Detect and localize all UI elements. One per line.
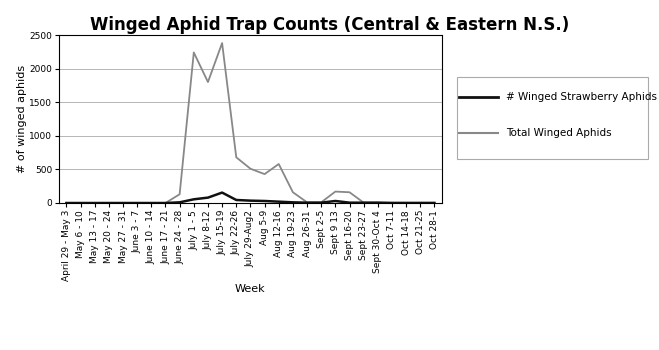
Text: # Winged Strawberry Aphids: # Winged Strawberry Aphids: [506, 92, 657, 102]
# Winged Strawberry Aphids: [133, 201, 141, 205]
Total Winged Aphids: [317, 200, 325, 204]
# Winged Strawberry Aphids: [233, 198, 241, 202]
Total Winged Aphids: [133, 201, 141, 205]
Total Winged Aphids: [76, 201, 84, 205]
Total Winged Aphids: [176, 192, 184, 196]
# Winged Strawberry Aphids: [246, 198, 254, 203]
Total Winged Aphids: [303, 200, 311, 204]
Text: Winged Aphid Trap Counts (Central & Eastern N.S.): Winged Aphid Trap Counts (Central & East…: [90, 15, 569, 34]
# Winged Strawberry Aphids: [176, 200, 184, 204]
X-axis label: Week: Week: [235, 284, 266, 294]
# Winged Strawberry Aphids: [289, 200, 297, 204]
# Winged Strawberry Aphids: [218, 190, 226, 195]
# Winged Strawberry Aphids: [303, 201, 311, 205]
# Winged Strawberry Aphids: [402, 201, 410, 205]
Total Winged Aphids: [161, 201, 169, 205]
Total Winged Aphids: [430, 201, 438, 205]
# Winged Strawberry Aphids: [161, 201, 169, 205]
Total Winged Aphids: [360, 201, 368, 205]
Total Winged Aphids: [204, 80, 212, 84]
Text: Total Winged Aphids: Total Winged Aphids: [506, 128, 612, 138]
Total Winged Aphids: [402, 201, 410, 205]
Total Winged Aphids: [148, 201, 156, 205]
# Winged Strawberry Aphids: [388, 201, 396, 205]
# Winged Strawberry Aphids: [91, 201, 99, 205]
Line: # Winged Strawberry Aphids: # Winged Strawberry Aphids: [67, 193, 434, 203]
# Winged Strawberry Aphids: [345, 201, 353, 205]
# Winged Strawberry Aphids: [119, 201, 127, 205]
Total Winged Aphids: [388, 201, 396, 205]
# Winged Strawberry Aphids: [360, 201, 368, 205]
# Winged Strawberry Aphids: [105, 201, 113, 205]
Line: Total Winged Aphids: Total Winged Aphids: [67, 43, 434, 203]
Total Winged Aphids: [246, 167, 254, 171]
Total Winged Aphids: [63, 201, 71, 205]
# Winged Strawberry Aphids: [204, 196, 212, 200]
Y-axis label: # of winged aphids: # of winged aphids: [16, 65, 26, 173]
# Winged Strawberry Aphids: [416, 201, 424, 205]
# Winged Strawberry Aphids: [76, 201, 84, 205]
Total Winged Aphids: [345, 190, 353, 194]
Total Winged Aphids: [416, 201, 424, 205]
# Winged Strawberry Aphids: [190, 197, 198, 201]
Total Winged Aphids: [190, 50, 198, 55]
# Winged Strawberry Aphids: [260, 199, 268, 203]
Total Winged Aphids: [289, 190, 297, 194]
# Winged Strawberry Aphids: [148, 201, 156, 205]
Total Winged Aphids: [233, 155, 241, 159]
Total Winged Aphids: [260, 172, 268, 176]
# Winged Strawberry Aphids: [63, 201, 71, 205]
# Winged Strawberry Aphids: [430, 201, 438, 205]
# Winged Strawberry Aphids: [331, 199, 339, 203]
Total Winged Aphids: [91, 201, 99, 205]
# Winged Strawberry Aphids: [317, 201, 325, 205]
Total Winged Aphids: [331, 189, 339, 194]
Total Winged Aphids: [218, 41, 226, 45]
Total Winged Aphids: [275, 162, 283, 166]
Total Winged Aphids: [105, 201, 113, 205]
Total Winged Aphids: [374, 201, 382, 205]
Total Winged Aphids: [119, 201, 127, 205]
# Winged Strawberry Aphids: [374, 201, 382, 205]
# Winged Strawberry Aphids: [275, 199, 283, 204]
